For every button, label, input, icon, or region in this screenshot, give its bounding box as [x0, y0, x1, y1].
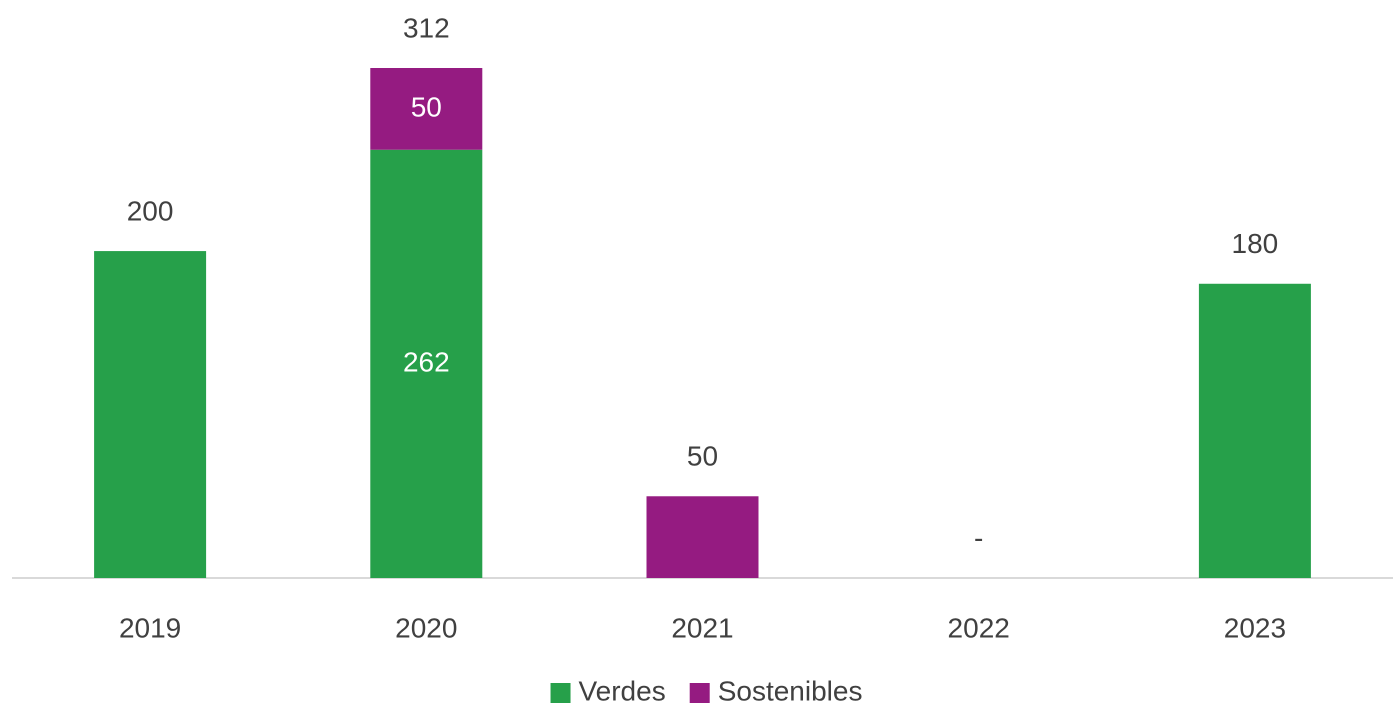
total-label: -: [974, 522, 983, 553]
segment-label: 50: [411, 91, 442, 122]
total-label: 312: [403, 12, 450, 43]
x-tick-label: 2021: [671, 612, 733, 643]
x-tick-label: 2023: [1224, 612, 1286, 643]
bar-segment: [370, 68, 483, 150]
bar-segment: [370, 149, 483, 578]
segment-label: 262: [403, 346, 450, 377]
x-tick-label: 2020: [395, 612, 457, 643]
x-tick-label: 2022: [948, 612, 1010, 643]
bar-segment: [94, 251, 207, 579]
legend-label: Sostenibles: [718, 675, 863, 706]
total-label: 200: [127, 195, 174, 226]
total-label: 50: [687, 441, 718, 472]
x-tick-label: 2019: [119, 612, 181, 643]
bar-segment: [1198, 283, 1311, 578]
legend-label: Verdes: [579, 675, 666, 706]
bar-segment: [646, 496, 759, 578]
legend-swatch: [550, 683, 571, 703]
total-label: 180: [1232, 228, 1279, 259]
legend-swatch: [689, 683, 710, 703]
